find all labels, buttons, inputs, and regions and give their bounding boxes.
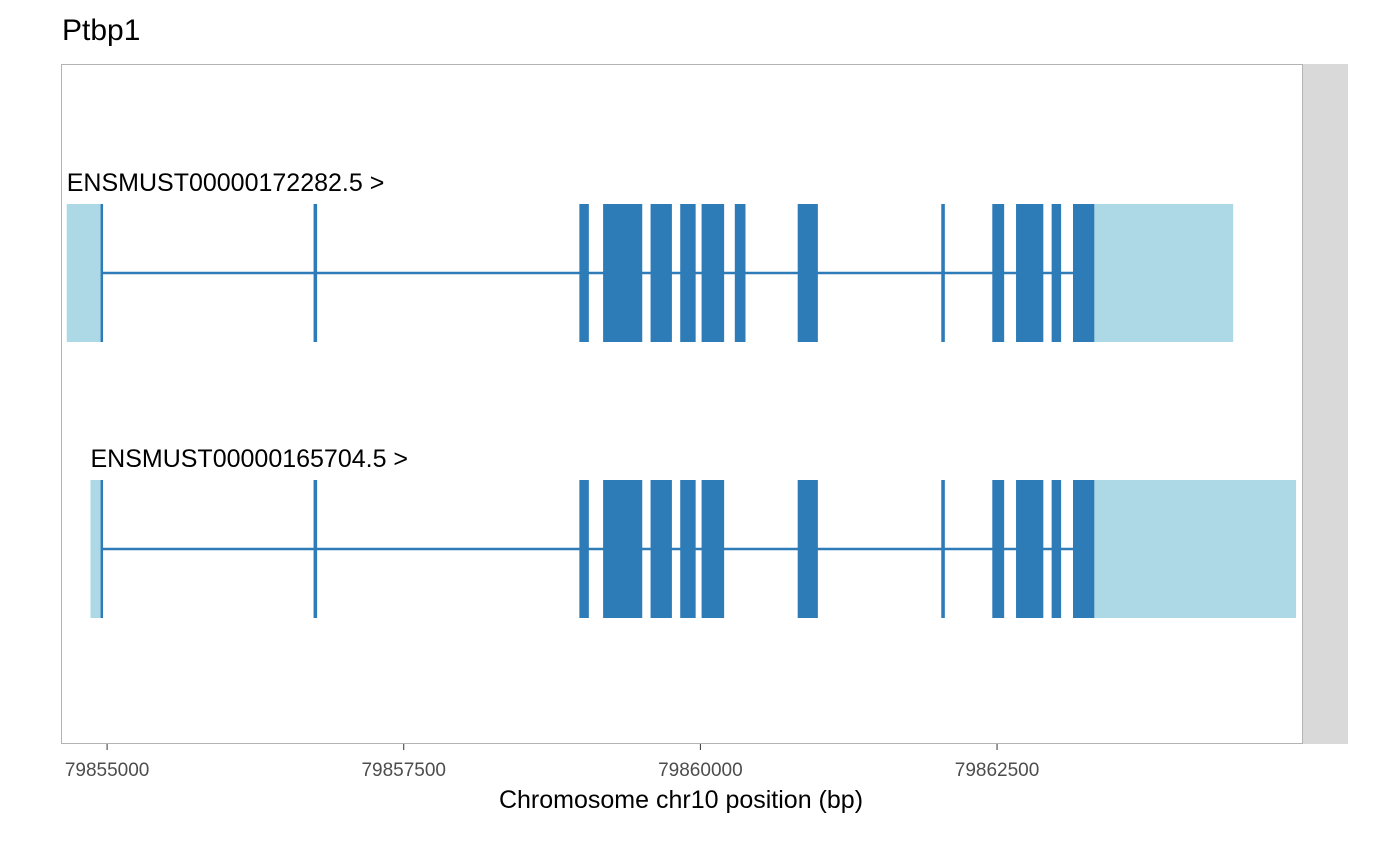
- exon-block: [680, 480, 696, 618]
- x-tick-label: 79857500: [361, 760, 446, 781]
- exon-block: [1072, 480, 1095, 618]
- transcript-tracks: ENSMUST00000172282.5 > ENSMUST00000165704…: [66, 169, 1297, 618]
- transcript-1: ENSMUST00000172282.5 >: [66, 169, 1234, 342]
- exon-block: [797, 204, 818, 342]
- x-tick-label: 79862500: [955, 760, 1040, 781]
- x-tick-label: 79855000: [65, 760, 150, 781]
- exon-block: [313, 204, 318, 342]
- exon-block: [1016, 204, 1044, 342]
- exon-block: [797, 480, 818, 618]
- exon-block: [603, 204, 643, 342]
- exon-block: [701, 204, 725, 342]
- transcript-2: ENSMUST00000165704.5 >: [90, 445, 1297, 618]
- plot-panel: [61, 64, 1303, 744]
- exon-block: [579, 204, 589, 342]
- exon-block: [579, 480, 589, 618]
- exon-block: [1051, 480, 1062, 618]
- utr-block: [90, 480, 102, 618]
- facet-strip: [1303, 64, 1348, 744]
- chart-title: Ptbp1: [62, 14, 140, 47]
- exon-block: [650, 204, 672, 342]
- x-axis: 79855000 79857500 79860000 79862500: [65, 744, 1039, 781]
- utr-block: [66, 204, 102, 342]
- utr-block: [1094, 480, 1297, 618]
- exon-block: [941, 480, 945, 618]
- exon-block: [992, 204, 1005, 342]
- exon-block: [603, 480, 643, 618]
- transcript-label: ENSMUST00000172282.5 >: [67, 169, 385, 197]
- x-tick-label: 79860000: [658, 760, 743, 781]
- exon-block: [941, 204, 945, 342]
- x-axis-title: Chromosome chr10 position (bp): [499, 786, 863, 814]
- transcript-label: ENSMUST00000165704.5 >: [90, 445, 408, 473]
- utr-block: [1094, 204, 1234, 342]
- exon-block: [313, 480, 318, 618]
- exon-block: [680, 204, 696, 342]
- exon-block: [1016, 480, 1044, 618]
- exon-block: [1051, 204, 1062, 342]
- exon-block: [701, 480, 725, 618]
- exon-block: [100, 204, 104, 342]
- exon-block: [734, 204, 746, 342]
- exon-block: [1072, 204, 1095, 342]
- exon-block: [100, 480, 104, 618]
- exon-block: [650, 480, 672, 618]
- exon-block: [992, 480, 1005, 618]
